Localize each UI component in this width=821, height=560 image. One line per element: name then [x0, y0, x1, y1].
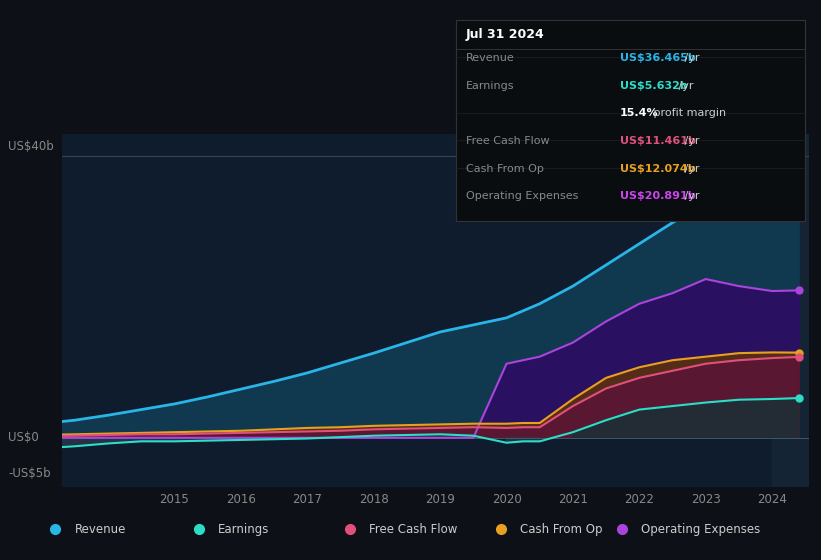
- Text: Revenue: Revenue: [75, 522, 126, 536]
- Text: US$11.461b: US$11.461b: [620, 136, 695, 146]
- Text: US$36.465b: US$36.465b: [620, 53, 695, 63]
- Text: US$0: US$0: [8, 431, 39, 444]
- Text: Earnings: Earnings: [218, 522, 269, 536]
- Text: US$12.074b: US$12.074b: [620, 164, 695, 174]
- Text: /yr: /yr: [681, 53, 699, 63]
- Text: 15.4%: 15.4%: [620, 109, 658, 119]
- Text: /yr: /yr: [681, 192, 699, 202]
- Text: Operating Expenses: Operating Expenses: [641, 522, 760, 536]
- Text: /yr: /yr: [675, 81, 694, 91]
- Text: /yr: /yr: [681, 136, 699, 146]
- Text: Cash From Op: Cash From Op: [520, 522, 603, 536]
- Text: /yr: /yr: [681, 164, 699, 174]
- Text: Operating Expenses: Operating Expenses: [466, 192, 578, 202]
- Text: profit margin: profit margin: [650, 109, 727, 119]
- Text: Earnings: Earnings: [466, 81, 514, 91]
- Text: Revenue: Revenue: [466, 53, 514, 63]
- Text: US$40b: US$40b: [8, 140, 54, 153]
- Text: US$5.632b: US$5.632b: [620, 81, 687, 91]
- Text: Free Cash Flow: Free Cash Flow: [369, 522, 457, 536]
- Text: US$20.891b: US$20.891b: [620, 192, 695, 202]
- Text: -US$5b: -US$5b: [8, 466, 51, 479]
- Bar: [773, 134, 812, 487]
- Text: Free Cash Flow: Free Cash Flow: [466, 136, 549, 146]
- Text: Jul 31 2024: Jul 31 2024: [466, 28, 544, 41]
- Text: Cash From Op: Cash From Op: [466, 164, 544, 174]
